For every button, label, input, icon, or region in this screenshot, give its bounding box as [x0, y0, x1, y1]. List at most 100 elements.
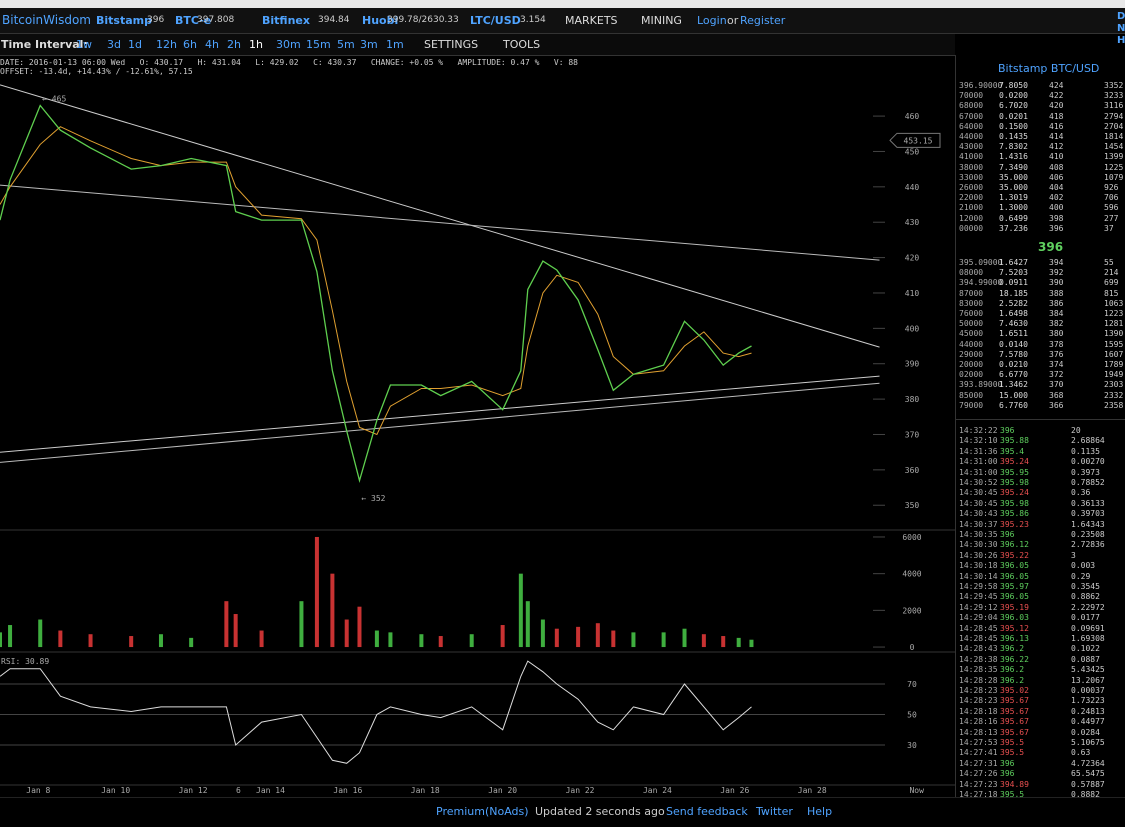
interval[interactable]: 1w	[76, 38, 92, 51]
trade-time: 14:32:10	[959, 436, 998, 446]
trade-time: 14:32:22	[959, 426, 998, 435]
interval[interactable]: 15m	[306, 38, 331, 51]
settings-menu[interactable]: SETTINGS	[424, 38, 479, 51]
book-cell: 0.0210	[999, 360, 1028, 369]
book-cell: 374	[1049, 360, 1064, 369]
interval[interactable]: 1h	[249, 38, 263, 51]
exchange-name[interactable]: BTC-e	[175, 14, 212, 27]
menu[interactable]: MINING	[641, 14, 682, 27]
register-link[interactable]: Register	[740, 14, 786, 27]
book-cell: 37.236	[999, 223, 1028, 233]
trade-time: 14:28:28	[959, 675, 998, 685]
trade-price: 396	[1000, 426, 1015, 435]
volume-bar	[518, 573, 523, 648]
trade-price: 395.86	[1000, 509, 1029, 519]
divider	[956, 419, 1125, 420]
brand[interactable]: BitcoinWisdom	[2, 13, 91, 27]
trade-price: 395.88	[1000, 436, 1029, 446]
book-cell: 35.000	[999, 183, 1028, 192]
exchange-name[interactable]: Bitstamp	[96, 14, 152, 27]
exchange-name[interactable]: LTC/USD	[470, 14, 521, 27]
book-cell: 1814	[1104, 132, 1124, 141]
trade-amount: 0.39703	[1071, 509, 1105, 519]
book-cell: 396	[1049, 223, 1064, 233]
trade-time: 14:31:00	[959, 467, 998, 477]
trade-time: 14:30:43	[959, 509, 998, 519]
exchange-price: 396	[147, 15, 165, 25]
book-cell: 277	[1104, 213, 1119, 223]
book-cell: 85000	[959, 390, 984, 400]
trade-time: 14:28:43	[959, 644, 998, 654]
book-cell: 3233	[1104, 91, 1124, 101]
trade-price: 396	[1000, 758, 1015, 768]
volume-bar	[595, 623, 600, 648]
trade-amount: 0.3545	[1071, 582, 1100, 591]
book-cell: 402	[1049, 193, 1064, 203]
x-tick-label: Jan 26	[720, 786, 749, 795]
trade-price: 396	[1000, 769, 1015, 779]
login-link[interactable]: Login	[697, 14, 727, 27]
book-cell: 400	[1049, 203, 1064, 213]
book-cell: 1.4316	[999, 152, 1028, 162]
volume-bar	[344, 619, 349, 648]
book-cell: 67000	[959, 111, 984, 121]
interval[interactable]: 5m	[337, 38, 355, 51]
mid-price: 396	[1038, 240, 1064, 254]
y-tick-label: 4000	[902, 570, 921, 579]
book-cell: 22000	[959, 193, 984, 203]
book-cell: 2332	[1104, 390, 1124, 400]
volume-bar	[736, 637, 741, 648]
x-tick-label: Jan 20	[488, 786, 517, 795]
trendline	[0, 375, 880, 453]
y-tick-label: 6000	[902, 533, 921, 542]
book-cell: 6.7020	[999, 101, 1028, 111]
interval[interactable]: 30m	[276, 38, 301, 51]
interval[interactable]: 6h	[183, 38, 197, 51]
interval[interactable]: 3m	[360, 38, 378, 51]
interval[interactable]: 4h	[205, 38, 219, 51]
book-cell: 396.90000	[959, 81, 1003, 90]
trade-time: 14:30:18	[959, 561, 998, 571]
book-cell: 83000	[959, 298, 984, 308]
book-cell: 7.8302	[999, 142, 1028, 152]
twitter-link[interactable]: Twitter	[756, 805, 793, 818]
trade-time: 14:29:45	[959, 592, 998, 602]
book-cell: 29000	[959, 349, 984, 359]
trade-price: 396.2	[1000, 675, 1025, 685]
premium-link[interactable]: Premium(NoAds)	[436, 805, 529, 818]
book-cell: 1.6498	[999, 309, 1028, 318]
tools-menu[interactable]: TOOLS	[503, 38, 541, 51]
trade-price: 396.12	[1000, 540, 1029, 550]
trade-price: 395.95	[1000, 467, 1029, 477]
menu[interactable]: MARKETS	[565, 14, 618, 27]
exchange-name[interactable]: Huobi	[362, 14, 399, 27]
x-tick-label: Jan 28	[798, 786, 827, 795]
trade-amount: 0.8862	[1071, 592, 1100, 602]
interval[interactable]: 3d	[107, 38, 121, 51]
book-cell: 418	[1049, 111, 1064, 121]
interval[interactable]: 12h	[156, 38, 177, 51]
trade-price: 396.2	[1000, 644, 1025, 654]
trade-amount: 4.72364	[1071, 758, 1105, 768]
rsi-line	[0, 660, 752, 764]
book-cell: 420	[1049, 101, 1064, 111]
trade-price: 396.13	[1000, 634, 1029, 643]
trade-amount: 0.57887	[1071, 779, 1105, 789]
volume-bar	[299, 601, 304, 648]
book-cell: 376	[1049, 349, 1064, 359]
interval[interactable]: 1d	[128, 38, 142, 51]
trade-price: 395.24	[1000, 457, 1029, 467]
help-link[interactable]: Help	[807, 805, 833, 818]
interval[interactable]: 1m	[386, 38, 404, 51]
interval[interactable]: 2h	[227, 38, 241, 51]
y-tick-label: 410	[905, 289, 920, 298]
book-cell: 1063	[1104, 298, 1124, 308]
orderbook-panel: Bitstamp BTC/USD 396 396.90000 7.8050 424 3…	[955, 55, 1125, 797]
book-cell: 386	[1049, 298, 1064, 308]
exchange-name[interactable]: Bitfinex	[262, 14, 310, 27]
book-cell: 21000	[959, 203, 984, 213]
feedback-link[interactable]: Send feedback	[666, 805, 748, 818]
book-cell: 390	[1049, 278, 1064, 288]
trade-amount: 1.64343	[1071, 519, 1105, 529]
last-price-tag	[889, 132, 941, 148]
